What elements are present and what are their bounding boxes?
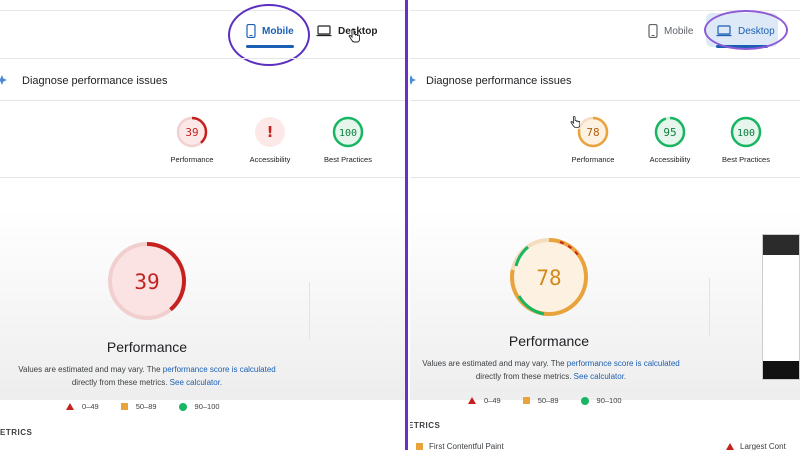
score-text: 95 <box>663 126 676 139</box>
score-label-best-practices: Best Practices <box>722 155 770 164</box>
best-practices-gauge-small[interactable]: 100 <box>331 115 365 149</box>
note-text: Values are estimated and may vary. The <box>18 365 163 374</box>
fail-triangle-icon <box>468 397 476 404</box>
legend-average: 50–89 <box>135 402 157 411</box>
performance-score-link[interactable]: performance score is calculated <box>566 359 680 368</box>
pass-circle-icon <box>580 396 589 405</box>
hand-cursor-icon <box>570 116 580 128</box>
average-square-icon <box>416 443 423 450</box>
see-calculator-link[interactable]: See calculator. <box>169 378 223 387</box>
metric-name: Largest Cont <box>740 442 786 450</box>
left-report-panel: Mobile Desktop Diagnose performance issu… <box>0 4 406 437</box>
accessibility-gauge-small[interactable]: 95 <box>653 115 687 149</box>
legend-pass: 90–100 <box>194 402 220 411</box>
best-practices-gauge-small[interactable]: 100 <box>729 115 763 149</box>
metric-row-lcp: Largest Cont <box>726 442 786 450</box>
tab-desktop[interactable]: Desktop <box>316 19 377 43</box>
annotation-circle <box>228 4 310 66</box>
score-text: 39 <box>185 126 198 139</box>
score-label-performance: Performance <box>571 155 615 164</box>
score-text: 100 <box>339 128 357 139</box>
note-text: directly from these metrics. <box>71 378 170 387</box>
tab-mobile[interactable]: Mobile <box>648 19 693 43</box>
score-label-performance: Performance <box>170 155 214 164</box>
tab-desktop-label: Desktop <box>338 25 378 37</box>
accessibility-gauge-small[interactable]: ! <box>253 115 287 149</box>
divider-line <box>709 278 710 336</box>
score-label-best-practices: Best Practices <box>324 155 372 164</box>
section-divider <box>0 58 406 59</box>
section-divider <box>0 177 406 178</box>
score-note: Values are estimated and may vary. The p… <box>12 363 282 389</box>
section-divider <box>410 58 800 59</box>
right-report-panel: Mobile Desktop Diagnose performance issu… <box>410 0 800 450</box>
fail-triangle-icon <box>66 403 74 410</box>
metric-row-fcp: First Contentful Paint <box>416 442 504 450</box>
section-heading: Diagnose performance issues <box>22 75 168 87</box>
metrics-heading: ETRICS <box>410 421 441 430</box>
score-legend: 0–49 50–89 90–100 <box>66 402 242 411</box>
pass-circle-icon <box>178 402 187 411</box>
section-heading: Diagnose performance issues <box>426 75 572 87</box>
section-divider <box>0 100 406 101</box>
average-square-icon <box>522 397 530 404</box>
note-text: directly from these metrics. <box>475 372 574 381</box>
fail-triangle-icon <box>726 443 734 450</box>
performance-gauge-small[interactable]: 39 <box>175 115 209 149</box>
score-text: 100 <box>737 128 755 139</box>
see-calculator-link[interactable]: See calculator. <box>573 372 627 381</box>
lighthouse-icon <box>410 75 416 85</box>
annotation-circle <box>704 10 788 50</box>
phone-icon <box>648 24 658 38</box>
legend-fail: 0–49 <box>82 402 99 411</box>
legend-pass: 90–100 <box>596 396 622 405</box>
performance-gauge-large: 39 <box>108 242 186 320</box>
divider-line <box>309 282 310 340</box>
metrics-heading: ETRICS <box>0 428 33 437</box>
device-tab-bar: Mobile Desktop <box>0 10 406 56</box>
main-score-title: Performance <box>508 333 590 349</box>
score-legend: 0–49 50–89 90–100 <box>468 396 644 405</box>
performance-gauge-large: 78 <box>510 238 588 316</box>
metric-name: First Contentful Paint <box>429 442 504 450</box>
split-divider <box>405 0 408 450</box>
performance-gauge-small[interactable]: 78 <box>576 115 610 149</box>
main-score-text: 78 <box>536 266 561 290</box>
tab-mobile-label: Mobile <box>664 25 694 37</box>
section-divider <box>410 177 800 178</box>
lighthouse-icon <box>0 75 7 85</box>
score-text: 78 <box>586 126 599 139</box>
score-note: Values are estimated and may vary. The p… <box>416 357 686 383</box>
section-divider <box>410 100 800 101</box>
page-screenshot-thumbnail <box>762 234 800 380</box>
laptop-icon <box>316 25 332 37</box>
main-score-title: Performance <box>106 339 188 355</box>
hand-cursor-icon <box>348 29 360 43</box>
performance-score-link[interactable]: performance score is calculated <box>162 365 276 374</box>
average-square-icon <box>120 403 128 410</box>
score-label-accessibility: Accessibility <box>649 155 691 164</box>
note-text: Values are estimated and may vary. The <box>422 359 567 368</box>
error-icon: ! <box>267 123 274 141</box>
legend-average: 50–89 <box>537 396 559 405</box>
legend-fail: 0–49 <box>484 396 501 405</box>
main-score-text: 39 <box>134 270 159 294</box>
score-label-accessibility: Accessibility <box>249 155 291 164</box>
